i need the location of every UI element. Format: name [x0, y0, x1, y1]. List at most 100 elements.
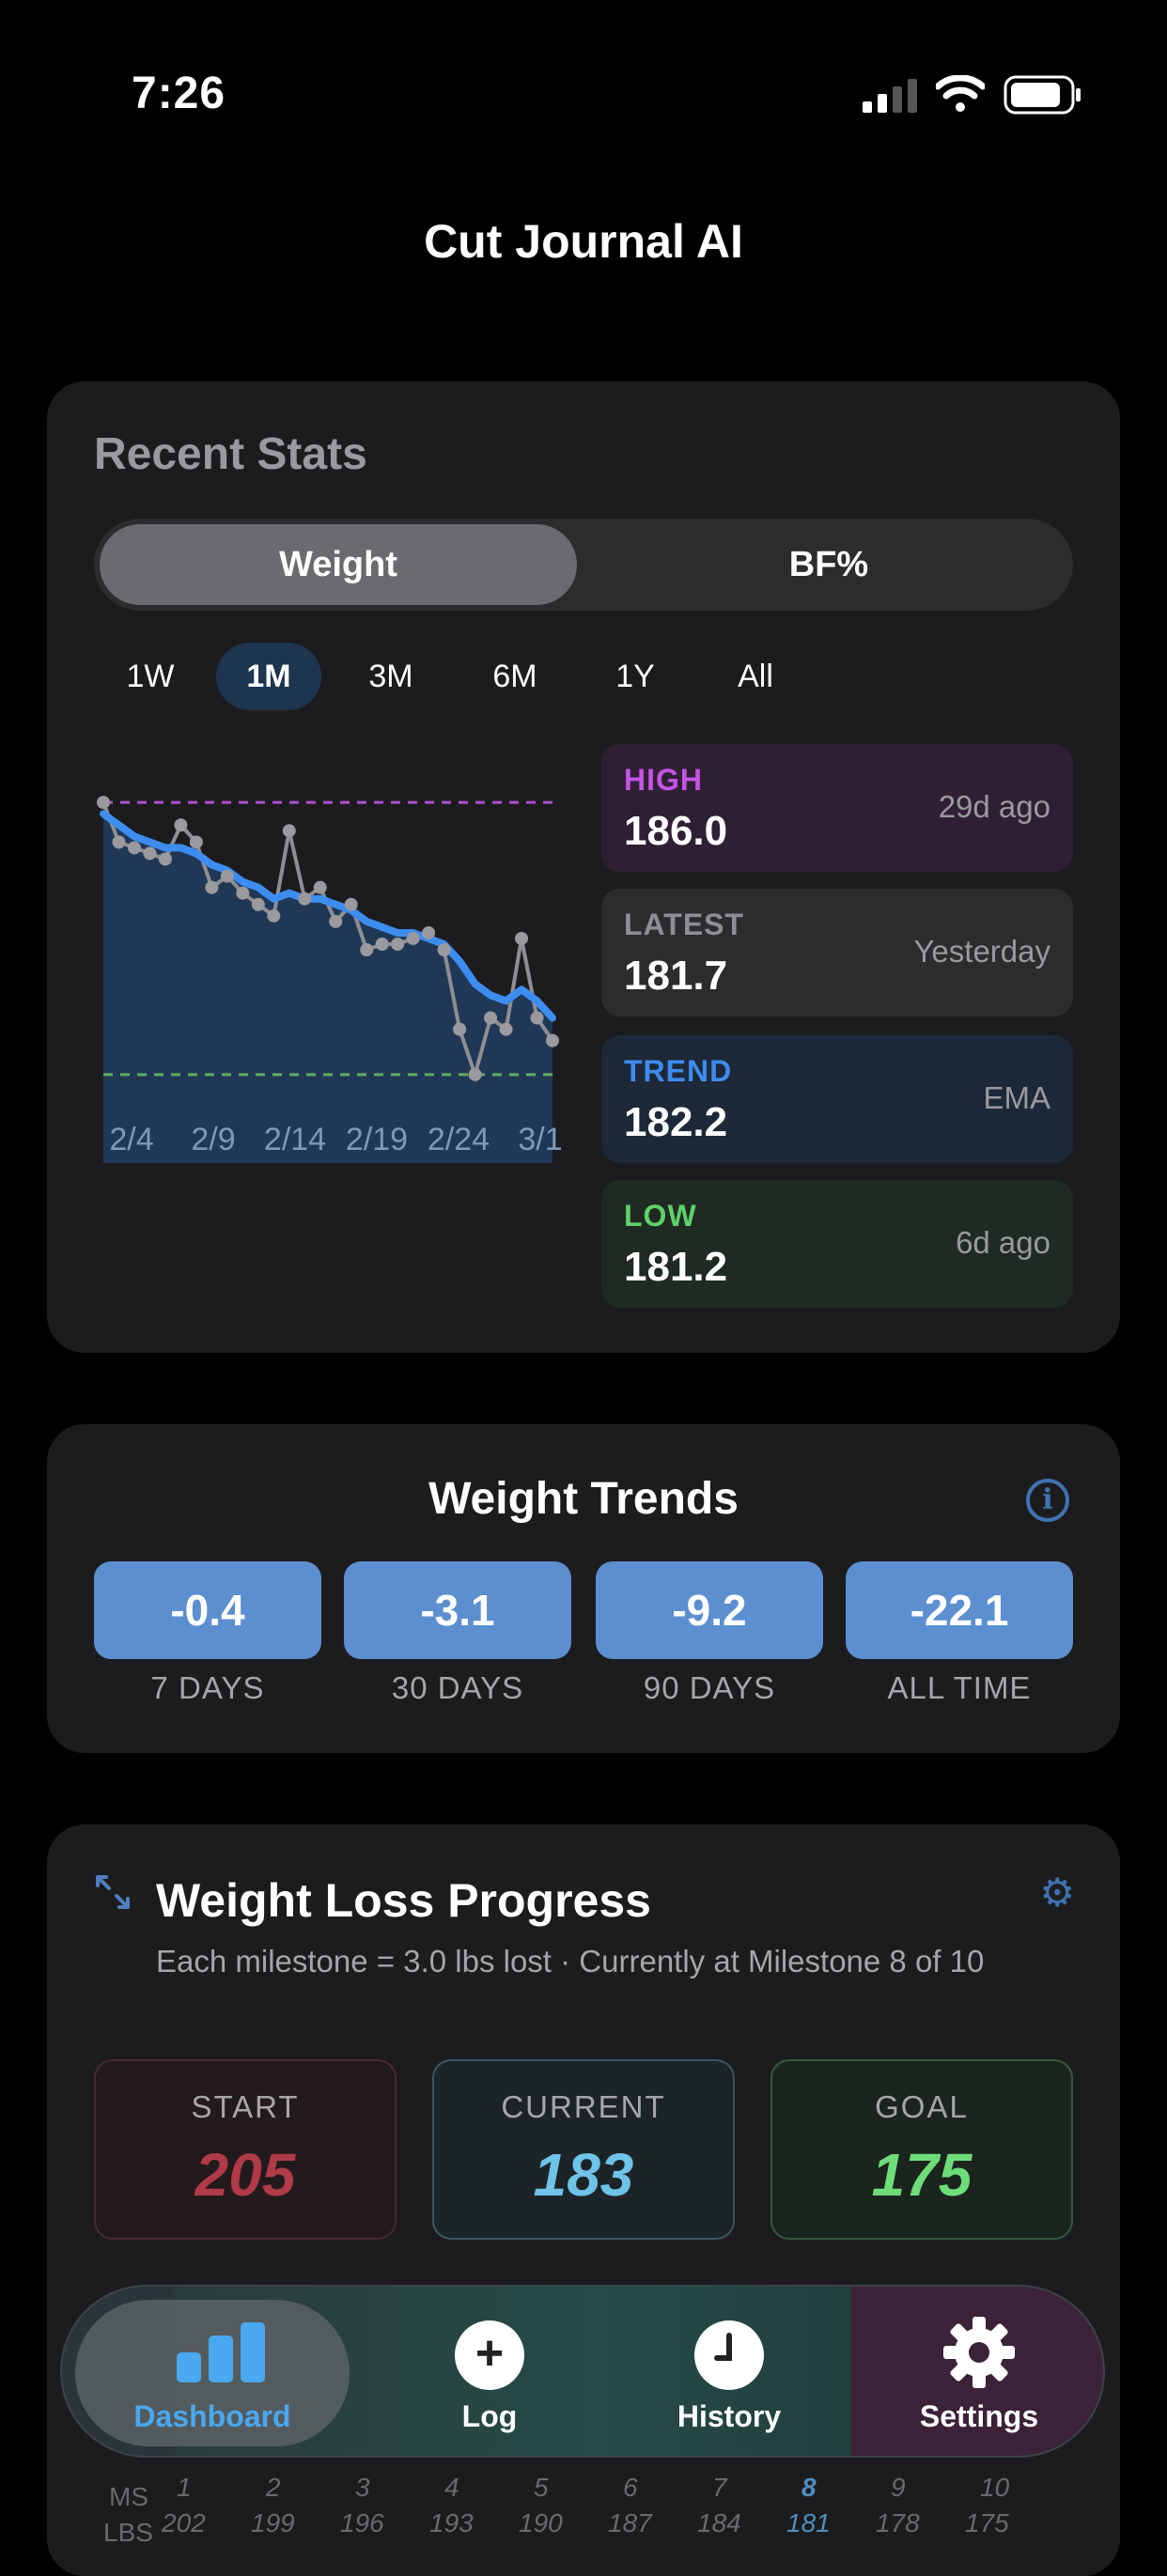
trend-90d-label: 90 DAYS: [643, 1670, 776, 1705]
daily-weight-point: [251, 897, 265, 911]
daily-weight-point: [391, 938, 405, 952]
daily-weight-point: [344, 897, 358, 911]
daily-weight-point: [499, 1022, 513, 1036]
stat-trend-note: EMA: [983, 1080, 1050, 1115]
stat-high-value: 186.0: [624, 808, 728, 854]
status-time: 7:26: [132, 69, 226, 118]
stat-trend-value: 182.2: [624, 1099, 728, 1145]
trend-all-value: -22.1: [846, 1561, 1073, 1659]
daily-weight-point: [282, 824, 296, 838]
daily-weight-point: [546, 1033, 559, 1047]
signal-icon: [863, 79, 917, 113]
info-icon[interactable]: i: [1026, 1479, 1069, 1522]
daily-weight-point: [127, 841, 141, 855]
stat-trend: TREND 182.2 EMA: [601, 1035, 1073, 1163]
x-tick-label: 2/9: [191, 1122, 235, 1157]
range-1y[interactable]: 1Y: [615, 659, 655, 694]
current-value: 183: [533, 2141, 634, 2209]
milestone-number: 8: [801, 2473, 817, 2502]
weight-loss-progress-card: Weight Loss Progress ⚙ Each milestone = …: [47, 1824, 1120, 2576]
trend-7d-label: 7 DAYS: [150, 1670, 265, 1705]
milestone-lbs: 193: [429, 2508, 474, 2537]
weight-trends-title: Weight Trends: [428, 1474, 739, 1524]
daily-weight-point: [158, 852, 172, 866]
milestone-lbs: 190: [519, 2508, 563, 2537]
gear-icon[interactable]: ⚙: [1039, 1870, 1075, 1915]
battery-icon: [1004, 75, 1081, 115]
app-title: Cut Journal AI: [424, 215, 743, 268]
current-box: CURRENT 183: [432, 2059, 735, 2240]
daily-weight-point: [468, 1067, 482, 1081]
daily-weight-point: [143, 846, 157, 861]
range-1w[interactable]: 1W: [126, 659, 175, 694]
milestone-lbs: 202: [162, 2508, 206, 2537]
current-label: CURRENT: [501, 2089, 666, 2124]
daily-weight-point: [236, 886, 250, 900]
daily-weight-point: [329, 914, 343, 928]
plus-icon: +: [455, 2320, 524, 2390]
stat-low-label: LOW: [624, 1199, 697, 1233]
tab-dashboard-label: Dashboard: [133, 2399, 291, 2433]
x-tick-label: 2/19: [346, 1122, 408, 1157]
milestone-lbs: 178: [876, 2508, 920, 2537]
tab-settings[interactable]: Settings: [859, 2287, 1099, 2456]
ms-label: MS: [109, 2482, 148, 2511]
milestone-number: 4: [444, 2473, 459, 2502]
daily-weight-point: [530, 1011, 544, 1025]
milestone-number: 6: [623, 2473, 638, 2502]
tab-history[interactable]: History: [616, 2287, 842, 2456]
tab-log-label: Log: [461, 2399, 518, 2433]
weight-chart: 2/4 2/9 2/14 2/19 2/24 3/1: [97, 796, 563, 1163]
section-title: Recent Stats: [94, 429, 367, 479]
stat-latest-value: 181.7: [624, 953, 728, 999]
trend-area: [103, 814, 552, 1163]
daily-weight-point: [313, 880, 327, 894]
progress-title: Weight Loss Progress: [156, 1874, 651, 1927]
tab-bar: Dashboard + Log History Set: [60, 2285, 1105, 2458]
start-box: START 205: [94, 2059, 397, 2240]
tab-dashboard[interactable]: Dashboard: [75, 2300, 350, 2446]
daily-weight-point: [360, 943, 374, 957]
metric-toggle: Weight BF%: [94, 519, 1073, 611]
trend-30d-value: -3.1: [344, 1561, 571, 1659]
daily-weight-point: [515, 931, 529, 945]
range-1m[interactable]: 1M: [216, 643, 321, 710]
start-value: 205: [194, 2141, 296, 2209]
gear-icon: [943, 2317, 1015, 2388]
daily-weight-point: [174, 818, 188, 832]
trend-7d-value: -0.4: [94, 1561, 321, 1659]
milestone-lbs: 184: [697, 2508, 741, 2537]
stat-latest-label: LATEST: [624, 908, 745, 941]
x-tick-label: 2/14: [264, 1122, 326, 1157]
trend-30d-label: 30 DAYS: [391, 1670, 524, 1705]
range-all[interactable]: All: [738, 659, 773, 694]
daily-weight-point: [484, 1011, 498, 1025]
expand-icon[interactable]: [94, 1873, 132, 1911]
milestone-number: 10: [980, 2473, 1010, 2502]
milestone-number: 3: [355, 2473, 370, 2502]
milestone-lbs: 181: [786, 2508, 831, 2537]
milestone-lbs: 199: [251, 2508, 295, 2537]
stat-latest: LATEST 181.7 Yesterday: [601, 889, 1073, 1016]
goal-value: 175: [871, 2141, 972, 2209]
milestone-number: 1: [177, 2473, 192, 2502]
daily-weight-point: [437, 943, 451, 957]
daily-weight-point: [97, 796, 110, 810]
toggle-bf[interactable]: BF%: [788, 544, 869, 584]
weight-trends-card: Weight Trends i -0.4 -3.1 -9.2 -22.1 7 D…: [47, 1424, 1120, 1753]
milestone-number: 5: [534, 2473, 549, 2502]
progress-subtitle: Each milestone = 3.0 lbs lost · Currentl…: [156, 1944, 985, 1979]
trend-all-label: ALL TIME: [887, 1670, 1032, 1705]
daily-weight-point: [112, 835, 126, 849]
clock-icon: [694, 2320, 764, 2390]
tab-log[interactable]: + Log: [391, 2287, 588, 2456]
toggle-weight[interactable]: Weight: [100, 524, 577, 605]
milestone-lbs: 187: [608, 2508, 652, 2537]
stat-low: LOW 181.2 6d ago: [601, 1180, 1073, 1308]
goal-label: GOAL: [875, 2089, 969, 2124]
range-6m[interactable]: 6M: [492, 659, 537, 694]
daily-weight-point: [406, 931, 420, 945]
range-3m[interactable]: 3M: [368, 659, 413, 694]
goal-box: GOAL 175: [770, 2059, 1073, 2240]
daily-weight-point: [298, 892, 312, 906]
